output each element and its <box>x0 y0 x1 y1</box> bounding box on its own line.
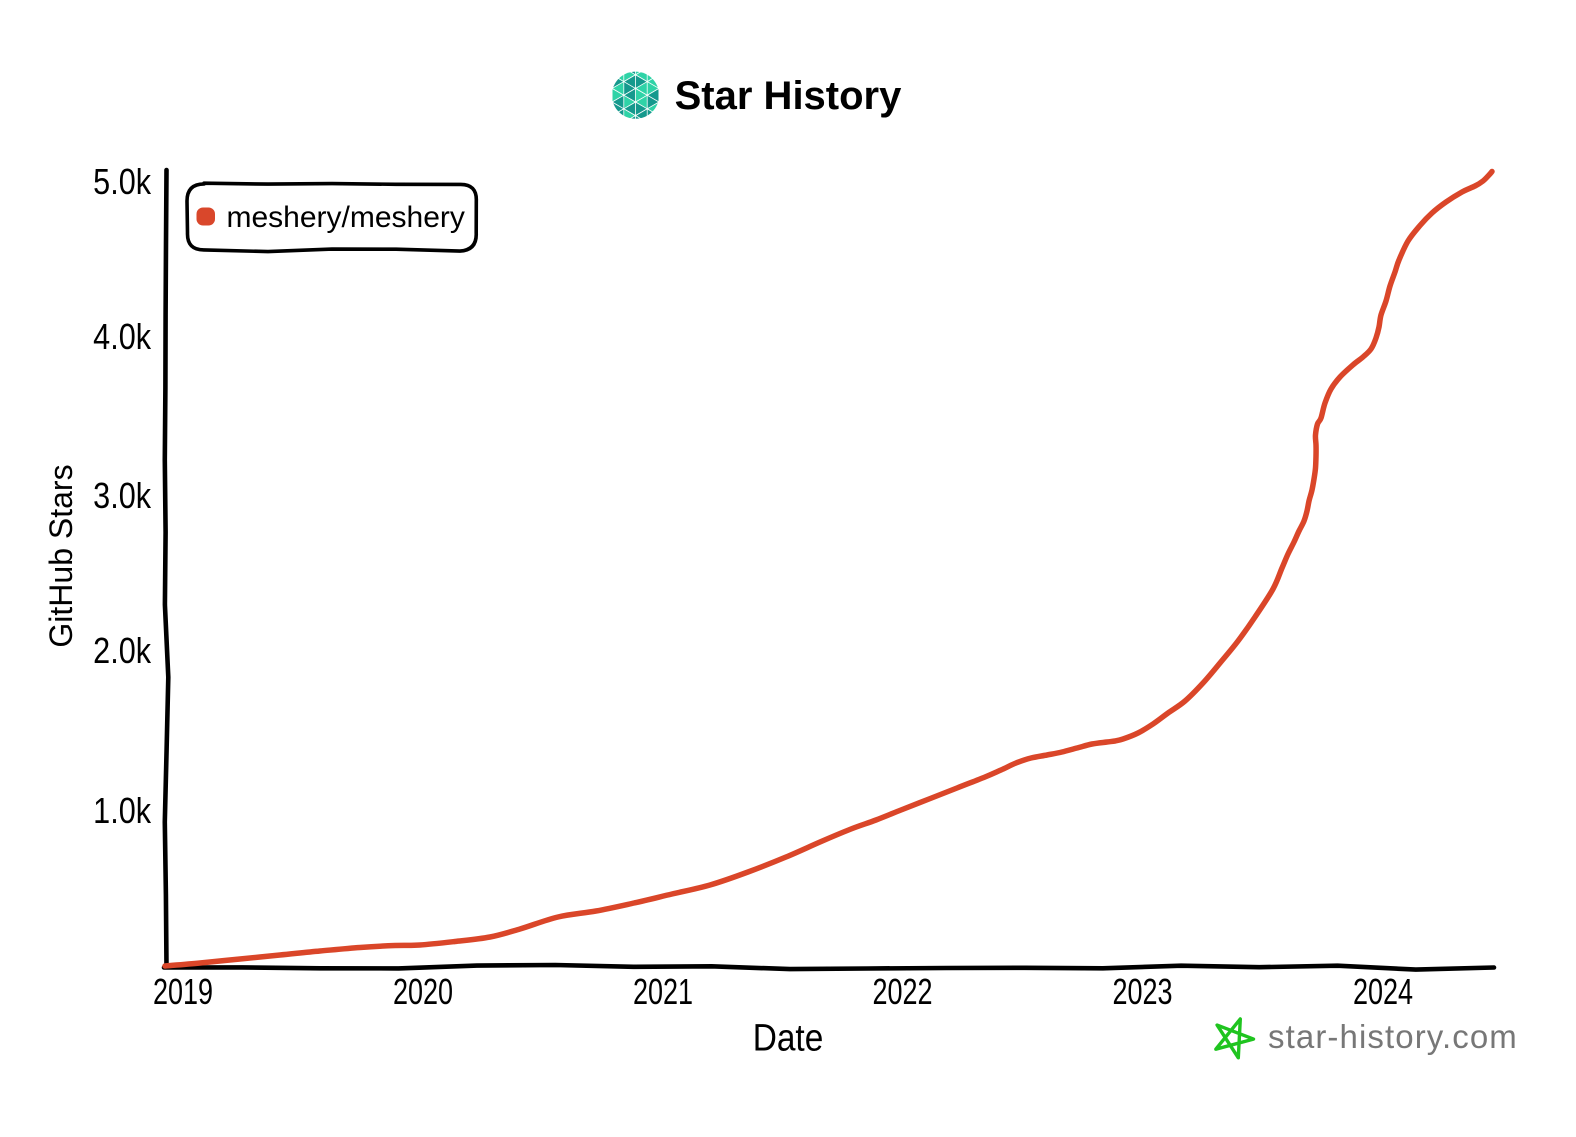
svg-text:2019: 2019 <box>153 971 213 1012</box>
svg-text:2023: 2023 <box>1112 971 1172 1012</box>
svg-text:meshery/meshery: meshery/meshery <box>227 201 465 234</box>
svg-text:1.0k: 1.0k <box>93 792 151 832</box>
svg-text:Star History: Star History <box>675 74 902 118</box>
svg-text:5.0k: 5.0k <box>93 163 151 203</box>
svg-text:3.0k: 3.0k <box>93 477 151 517</box>
svg-text:2022: 2022 <box>872 971 932 1012</box>
svg-text:2.0k: 2.0k <box>93 632 151 672</box>
svg-text:star-history.com: star-history.com <box>1268 1018 1518 1055</box>
svg-text:2021: 2021 <box>633 971 693 1012</box>
svg-text:Date: Date <box>753 1017 824 1059</box>
svg-text:2020: 2020 <box>393 971 453 1012</box>
svg-text:4.0k: 4.0k <box>93 318 151 358</box>
svg-text:2024: 2024 <box>1353 971 1413 1012</box>
svg-text:GitHub Stars: GitHub Stars <box>43 464 79 647</box>
